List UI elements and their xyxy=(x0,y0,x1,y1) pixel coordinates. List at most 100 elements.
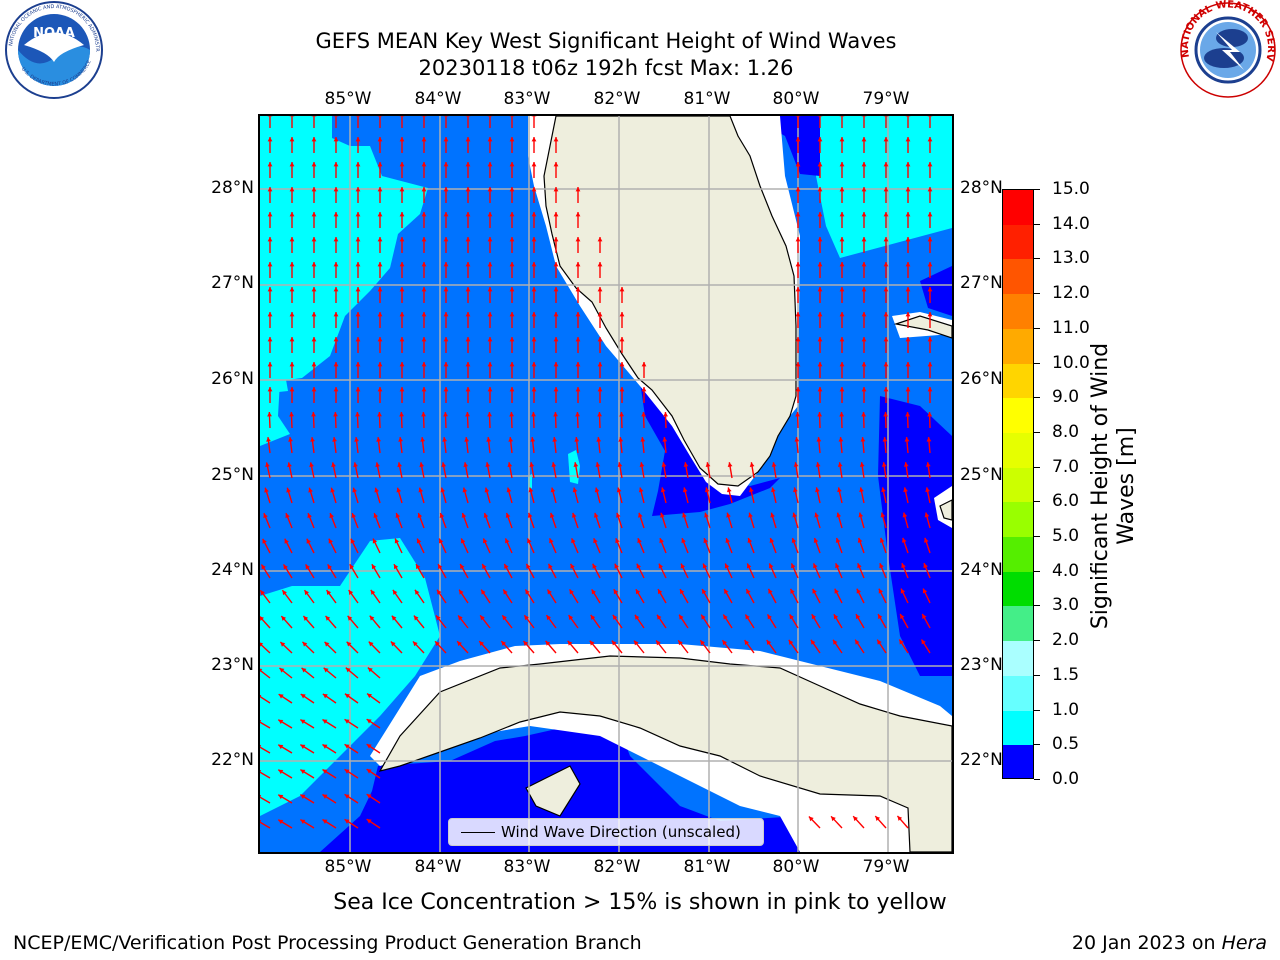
wave-direction-arrowhead xyxy=(465,137,471,142)
wave-direction-arrowhead xyxy=(349,564,355,570)
wave-direction-arrowhead xyxy=(346,641,352,647)
wave-direction-arrowhead xyxy=(531,412,536,417)
lon-label-bottom: 79°W xyxy=(862,857,910,877)
wave-direction-arrowhead xyxy=(390,641,396,647)
wave-direction-arrowhead xyxy=(487,137,493,142)
wave-direction-arrowhead xyxy=(311,387,317,392)
wave-direction-arrowhead xyxy=(905,137,911,142)
wave-direction-arrowhead xyxy=(525,589,530,595)
wave-direction-arrowhead xyxy=(355,237,361,242)
colorbar-title: Significant Height of Wind Waves [m] xyxy=(1088,343,1140,629)
wave-direction-arrowhead xyxy=(924,512,930,518)
wave-direction-arrowhead xyxy=(660,512,665,518)
wave-direction-arrowhead xyxy=(927,237,933,242)
wave-direction-arrowhead xyxy=(507,462,513,468)
colorbar-segment xyxy=(1003,675,1033,712)
wave-direction-arrowhead xyxy=(289,237,295,242)
map-canvas xyxy=(260,116,952,852)
lon-label-bottom: 85°W xyxy=(324,857,372,877)
wave-direction-arrowhead xyxy=(487,312,493,317)
wave-direction-arrowhead xyxy=(267,162,273,167)
colorbar-segment xyxy=(1003,467,1033,504)
wave-direction-arrowhead xyxy=(526,563,531,569)
wave-direction-arrowhead xyxy=(443,387,449,392)
wave-direction-arrowhead xyxy=(927,387,933,392)
colorbar-tick-label: 0.5 xyxy=(1052,734,1080,755)
wave-direction-arrowhead xyxy=(546,615,552,621)
colorbar-tick-label: 8.0 xyxy=(1052,421,1080,442)
colorbar-tick-label: 1.5 xyxy=(1052,664,1080,685)
wave-direction-arrowhead xyxy=(311,162,317,167)
wave-direction-arrowhead xyxy=(311,312,317,317)
wave-direction-arrowhead xyxy=(883,287,889,292)
wave-direction-arrowhead xyxy=(810,639,816,645)
wave-direction-arrowhead xyxy=(412,641,418,647)
wave-direction-arrowhead xyxy=(355,387,361,392)
wave-direction-arrowhead xyxy=(661,462,667,467)
wave-direction-arrowhead xyxy=(465,262,471,267)
wave-direction-arrowhead xyxy=(857,537,863,543)
wave-direction-arrowhead xyxy=(421,212,427,217)
wave-direction-arrowhead xyxy=(901,563,906,569)
wave-direction-arrowhead xyxy=(794,437,800,442)
wave-direction-arrowhead xyxy=(311,262,317,267)
wave-direction-arrowhead xyxy=(531,137,537,142)
wave-direction-arrowhead xyxy=(793,462,799,467)
wave-direction-arrowhead xyxy=(300,719,306,724)
lon-label-bottom: 84°W xyxy=(414,857,462,877)
wave-direction-arrowhead xyxy=(722,640,727,646)
wave-direction-arrowhead xyxy=(459,589,464,595)
wave-direction-arrowhead xyxy=(267,387,273,392)
florida-peninsula xyxy=(543,116,797,487)
wave-direction-arrowhead xyxy=(417,513,423,518)
wave-direction-arrowhead xyxy=(355,187,361,192)
wave-direction-arrowhead xyxy=(282,590,287,596)
wave-direction-arrowhead xyxy=(366,719,372,724)
wave-direction-arrowhead xyxy=(575,212,581,217)
wave-direction-arrowhead xyxy=(744,640,750,646)
wave-direction-arrowhead xyxy=(662,437,668,442)
colorbar-segment xyxy=(1003,363,1033,400)
wave-direction-arrowhead xyxy=(327,564,333,570)
wave-direction-arrowhead xyxy=(568,615,574,621)
wave-direction-arrowhead xyxy=(267,312,273,317)
wave-direction-arrowhead xyxy=(553,137,559,142)
wave-direction-arrowhead xyxy=(861,337,867,342)
wave-direction-arrowhead xyxy=(265,462,270,468)
wave-direction-arrowhead xyxy=(553,362,559,367)
wave-direction-arrowhead xyxy=(260,820,262,823)
wave-direction-arrowhead xyxy=(333,312,339,317)
wave-direction-arrowhead xyxy=(614,563,619,569)
wave-direction-arrowhead xyxy=(571,538,576,544)
wave-direction-arrowhead xyxy=(267,287,273,292)
wave-direction-arrowhead xyxy=(793,487,798,493)
wave-direction-arrowhead xyxy=(399,137,405,142)
colorbar-segment xyxy=(1003,190,1033,226)
colorbar-segment xyxy=(1003,259,1033,296)
wave-direction-arrowhead xyxy=(639,462,645,467)
wave-direction-arrowhead xyxy=(839,337,845,342)
wave-direction-arrowhead xyxy=(767,614,772,620)
colorbar-segment xyxy=(1003,398,1033,434)
wave-direction-arrowhead xyxy=(399,312,405,317)
lon-label-bottom: 83°W xyxy=(503,857,551,877)
wave-direction-arrowhead xyxy=(531,187,537,192)
wave-direction-arrowhead xyxy=(278,769,284,775)
wave-direction-arrowhead xyxy=(682,487,688,493)
wave-direction-arrowhead xyxy=(310,437,315,442)
wave-direction-arrowhead xyxy=(443,362,449,367)
wave-direction-arrowhead xyxy=(301,667,307,673)
wave-direction-arrowhead xyxy=(311,362,317,367)
wave-direction-arrowhead xyxy=(875,816,881,821)
wave-direction-arrowhead xyxy=(366,769,372,774)
map-panel[interactable] xyxy=(258,114,954,854)
wave-direction-arrowhead xyxy=(399,337,405,342)
wave-direction-arrowhead xyxy=(837,487,842,493)
wave-direction-arrowhead xyxy=(300,744,306,749)
wave-direction-arrowhead xyxy=(322,769,328,774)
wave-direction-arrowhead xyxy=(370,589,376,595)
wave-direction-arrowhead xyxy=(505,538,510,544)
wave-direction-arrowhead xyxy=(574,437,580,442)
wave-direction-arrowhead xyxy=(553,312,559,317)
wave-direction-arrowhead xyxy=(502,615,507,621)
